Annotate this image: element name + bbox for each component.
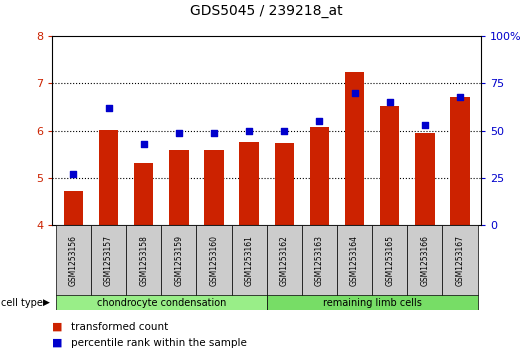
Bar — [232, 225, 267, 296]
Point — [385, 99, 394, 105]
Bar — [275, 143, 294, 225]
Bar — [169, 151, 188, 225]
Point — [315, 118, 324, 124]
Point — [69, 171, 77, 177]
Text: GSM1253156: GSM1253156 — [69, 235, 78, 286]
Bar — [161, 225, 197, 296]
Point — [105, 105, 113, 111]
Text: GSM1253167: GSM1253167 — [456, 235, 464, 286]
Point — [420, 122, 429, 128]
Bar — [310, 127, 329, 225]
Bar — [407, 225, 442, 296]
Bar — [197, 225, 232, 296]
Bar — [64, 191, 83, 225]
Text: GSM1253163: GSM1253163 — [315, 235, 324, 286]
Text: GSM1253157: GSM1253157 — [104, 235, 113, 286]
Text: GSM1253164: GSM1253164 — [350, 235, 359, 286]
Bar — [126, 225, 161, 296]
Text: ■: ■ — [52, 322, 63, 332]
Bar — [99, 130, 118, 225]
Text: ■: ■ — [52, 338, 63, 348]
Bar — [372, 225, 407, 296]
Bar — [267, 295, 477, 310]
Bar — [345, 72, 365, 225]
Point — [140, 141, 148, 147]
Point — [245, 128, 253, 134]
Text: percentile rank within the sample: percentile rank within the sample — [71, 338, 246, 348]
Bar — [56, 295, 267, 310]
Text: GSM1253162: GSM1253162 — [280, 235, 289, 286]
Bar — [56, 225, 91, 296]
Bar — [267, 225, 302, 296]
Text: transformed count: transformed count — [71, 322, 168, 332]
Point — [456, 94, 464, 99]
Text: chondrocyte condensation: chondrocyte condensation — [97, 298, 226, 308]
Bar — [450, 97, 470, 225]
Bar — [134, 163, 153, 225]
Bar — [91, 225, 126, 296]
Bar — [302, 225, 337, 296]
Point — [350, 90, 359, 96]
Point — [175, 130, 183, 135]
Bar — [337, 225, 372, 296]
Point — [210, 130, 218, 135]
Text: cell type: cell type — [1, 298, 43, 308]
Text: GSM1253166: GSM1253166 — [420, 235, 429, 286]
Text: GSM1253165: GSM1253165 — [385, 235, 394, 286]
Text: ▶: ▶ — [43, 298, 50, 307]
Bar — [442, 225, 477, 296]
Bar — [415, 132, 435, 225]
Bar — [380, 106, 400, 225]
Text: remaining limb cells: remaining limb cells — [323, 298, 422, 308]
Point — [280, 128, 289, 134]
Text: GSM1253161: GSM1253161 — [245, 235, 254, 286]
Bar — [204, 151, 224, 225]
Text: GSM1253160: GSM1253160 — [210, 235, 219, 286]
Text: GDS5045 / 239218_at: GDS5045 / 239218_at — [190, 4, 343, 18]
Text: GSM1253158: GSM1253158 — [139, 235, 148, 286]
Bar — [240, 142, 259, 225]
Text: GSM1253159: GSM1253159 — [174, 235, 184, 286]
